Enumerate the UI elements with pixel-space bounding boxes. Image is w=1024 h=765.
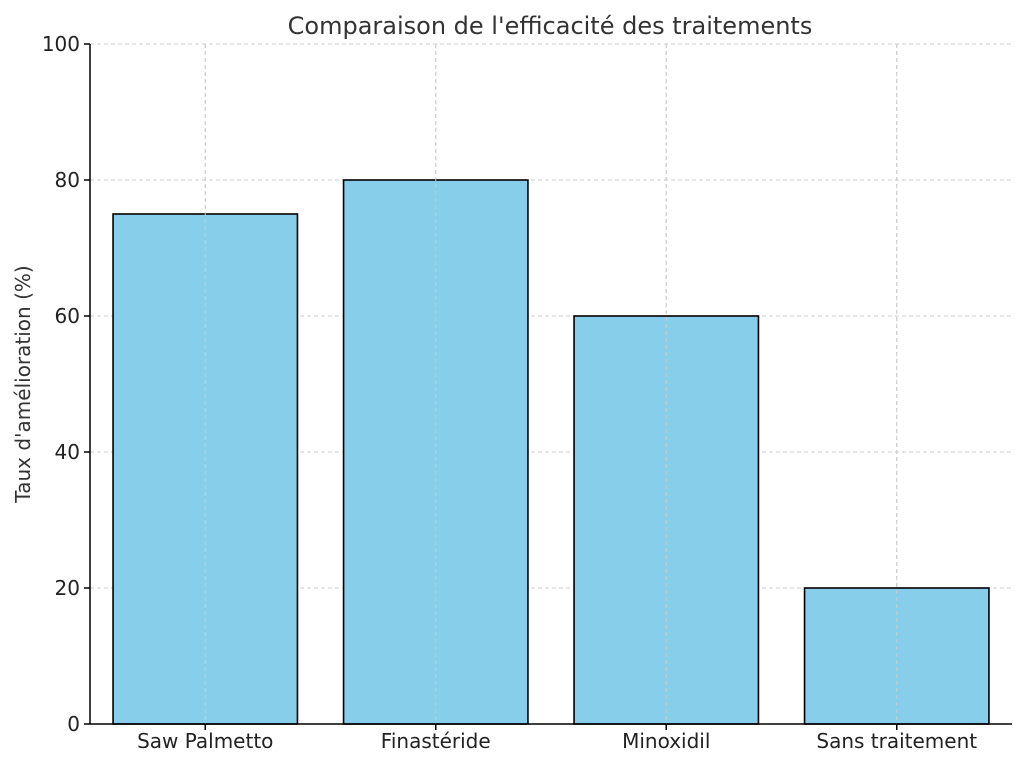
y-tick-label: 40: [55, 440, 80, 464]
y-axis-label: Taux d'amélioration (%): [11, 265, 35, 503]
y-tick-label: 80: [55, 168, 80, 192]
y-tick-label: 100: [42, 32, 80, 56]
tick-labels: 0 20 40 60 80 100 Saw Palmetto Finastéride Minox…: [42, 32, 977, 753]
x-tick-label: Sans traitement: [816, 729, 977, 753]
y-tick-label: 0: [67, 712, 80, 736]
y-tick-label: 20: [55, 576, 80, 600]
x-tick-label: Saw Palmetto: [137, 729, 273, 753]
x-tick-label: Minoxidil: [622, 729, 710, 753]
x-tick-label: Finastéride: [381, 729, 491, 753]
bars: [112, 44, 990, 725]
chart-title: Comparaison de l'efficacité des traiteme…: [288, 12, 813, 40]
axes: [84, 43, 1012, 730]
y-tick-label: 60: [55, 304, 80, 328]
